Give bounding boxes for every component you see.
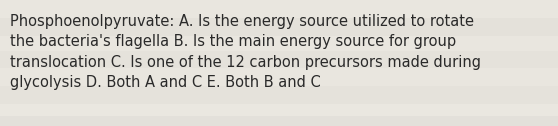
- Bar: [0, 116, 558, 126]
- Bar: [0, 0, 558, 18]
- Bar: [0, 68, 558, 86]
- Text: Phosphoenolpyruvate: A. Is the energy source utilized to rotate
the bacteria's f: Phosphoenolpyruvate: A. Is the energy so…: [10, 14, 481, 90]
- Bar: [0, 18, 558, 36]
- Bar: [0, 36, 558, 51]
- Bar: [0, 86, 558, 104]
- Bar: [0, 51, 558, 68]
- Bar: [0, 104, 558, 116]
